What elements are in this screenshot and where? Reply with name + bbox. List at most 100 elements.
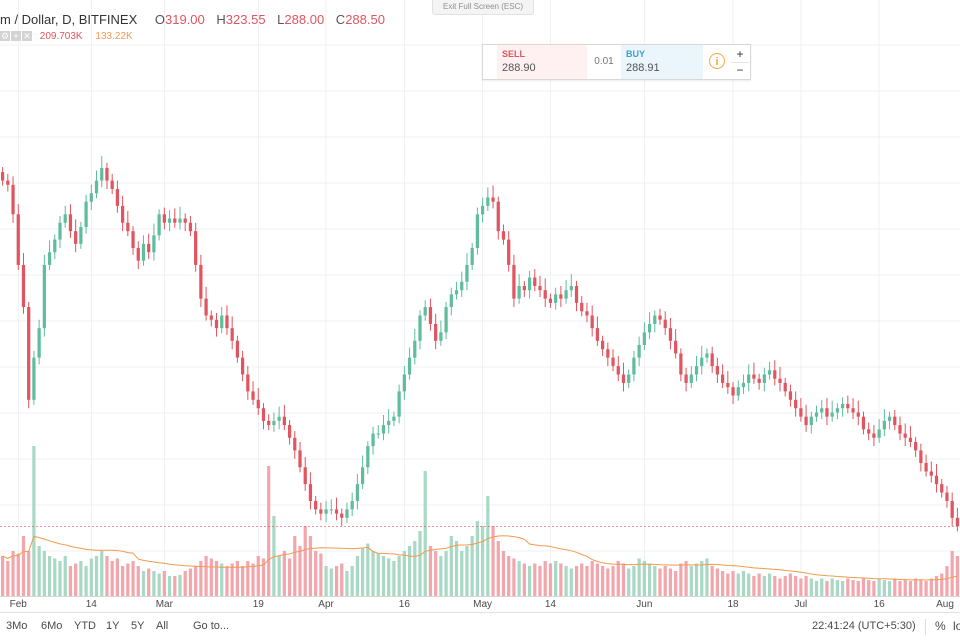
volume-bar — [324, 566, 328, 596]
time-axis-label: Jul — [794, 599, 808, 610]
volume-bar — [204, 556, 208, 596]
candle-body — [360, 467, 365, 485]
candle-body — [887, 416, 892, 421]
candle-body — [527, 277, 532, 291]
volume-bar — [637, 558, 641, 596]
clock-timezone[interactable]: 22:41:24 (UTC+5:30) — [812, 620, 916, 632]
candle-body — [851, 408, 855, 413]
percent-scale-button[interactable]: % — [935, 619, 946, 633]
candle-body — [439, 332, 443, 341]
volume-bar — [329, 568, 333, 596]
candle-body — [569, 285, 573, 291]
increase-quantity-button[interactable]: + — [731, 46, 749, 63]
candle-body — [501, 231, 506, 240]
volume-bar — [668, 568, 673, 596]
volume-bar — [152, 571, 156, 596]
buy-button[interactable]: BUY 288.91 — [621, 45, 703, 79]
volume-bar — [37, 546, 41, 596]
add-icon[interactable]: + — [11, 31, 21, 42]
candle-body — [580, 302, 584, 312]
volume-bar — [689, 566, 693, 596]
time-axis-label: Mar — [155, 599, 173, 610]
candle-body — [778, 378, 782, 383]
volume-bar — [173, 576, 177, 596]
close-icon[interactable]: ✕ — [22, 31, 32, 42]
range-5y-button[interactable]: 5Y — [131, 620, 145, 632]
volume-bar — [120, 566, 125, 596]
range-1y-button[interactable]: 1Y — [106, 620, 120, 632]
candle-body — [214, 319, 219, 329]
range-3mo-button[interactable]: 3Mo — [6, 620, 28, 632]
volume-bar — [632, 566, 636, 596]
candle-body — [454, 290, 459, 295]
candle-body — [830, 412, 834, 417]
volume-bar — [371, 551, 375, 596]
volume-bar — [407, 546, 412, 596]
candle-body — [162, 214, 166, 223]
volume-bar — [225, 566, 229, 596]
price-chart[interactable] — [0, 0, 960, 596]
volume-bar — [480, 526, 485, 596]
volume-bar — [757, 573, 761, 596]
volume-bar — [449, 536, 453, 596]
candle-body — [251, 391, 255, 400]
log-scale-button[interactable]: lo — [953, 619, 960, 633]
candle-body — [543, 290, 547, 299]
volume-bar — [569, 568, 573, 596]
volume-ma-line — [2, 535, 958, 581]
candle-body — [945, 492, 949, 501]
volume-bar — [705, 558, 709, 596]
goto-date-button[interactable]: Go to... — [193, 620, 230, 632]
decrease-quantity-button[interactable]: − — [736, 63, 744, 77]
symbol-title[interactable]: m / Dollar, D, BITFINEX — [0, 12, 138, 27]
candle-body — [914, 441, 918, 451]
volume-bar — [53, 558, 57, 596]
range-6mo-button[interactable]: 6Mo — [41, 620, 63, 632]
exit-fullscreen-button[interactable]: Exit Full Screen (ESC) — [432, 0, 534, 15]
volume-bar — [178, 575, 182, 596]
volume-bar — [167, 576, 172, 596]
candle-body — [209, 315, 213, 320]
candle-body — [235, 340, 240, 358]
volume-bar — [42, 551, 46, 596]
volume-bar — [621, 563, 626, 596]
candle-body — [434, 323, 438, 341]
volume-bar — [100, 551, 104, 596]
volume-bar — [929, 578, 933, 596]
info-icon[interactable]: i — [709, 53, 725, 69]
candle-body — [757, 378, 761, 383]
volume-bar — [251, 563, 255, 596]
volume-bar — [600, 566, 605, 596]
candle-body — [407, 357, 412, 375]
candle-body — [574, 285, 579, 303]
candle-body — [53, 239, 57, 253]
volume-bar — [220, 563, 224, 596]
candle-body — [282, 416, 286, 426]
candle-body — [74, 231, 78, 244]
candle-body — [674, 340, 678, 354]
candle-body — [517, 285, 521, 299]
candle-body — [277, 416, 281, 421]
low-value: 288.00 — [284, 12, 325, 27]
range-all-button[interactable]: All — [156, 620, 169, 632]
candle-body — [303, 467, 307, 485]
candle-body — [804, 416, 808, 426]
candle-body — [767, 370, 772, 375]
candle-body — [689, 374, 693, 383]
sell-button[interactable]: SELL 288.90 — [497, 45, 587, 79]
range-ytd-button[interactable]: YTD — [74, 620, 96, 632]
volume-bar — [126, 563, 130, 596]
candle-body — [606, 349, 610, 358]
volume-bar — [465, 546, 469, 596]
candle-body — [319, 509, 323, 514]
candle-body — [522, 285, 526, 291]
volume-bar — [940, 573, 944, 596]
time-axis[interactable]: Feb 14 Mar 19 Apr 16 May 14 Jun 18 Jul 16 Aug — [0, 596, 960, 613]
candle-body — [376, 433, 380, 435]
volume-bar — [872, 581, 876, 596]
candle-body — [94, 180, 99, 194]
settings-icon[interactable]: ⚙ — [0, 31, 10, 42]
candle-body — [919, 450, 923, 464]
close-label: C — [335, 12, 346, 27]
candle-body — [16, 214, 20, 265]
